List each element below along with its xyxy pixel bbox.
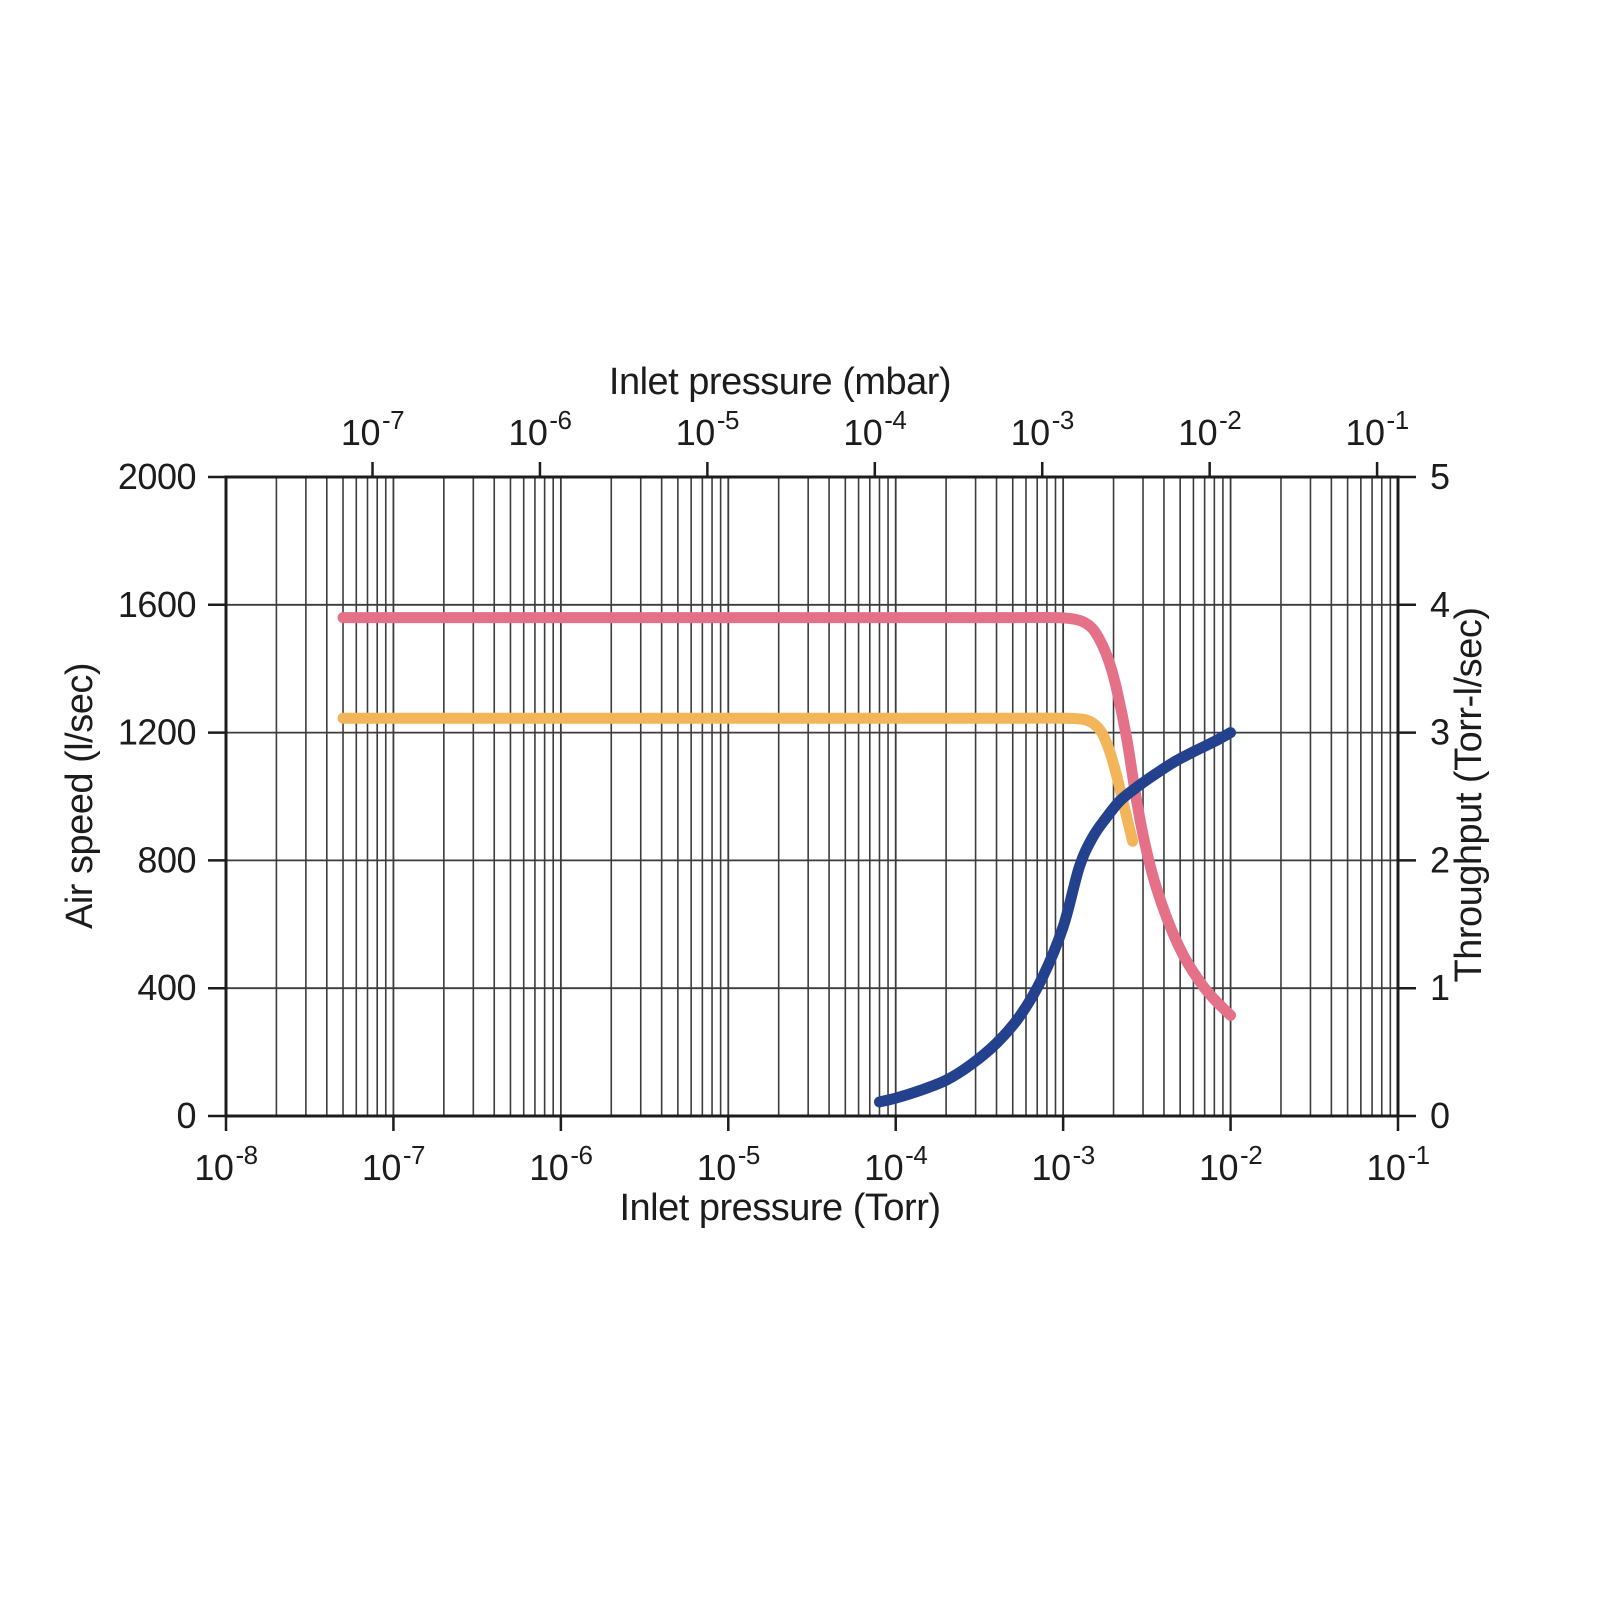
right-tick-label: 3 xyxy=(1430,712,1450,753)
bottom-tick-label: 10-4 xyxy=(864,1140,927,1188)
air-speed-upper-curve xyxy=(337,612,1237,1021)
bottom-axis-title: Inlet pressure (Torr) xyxy=(619,1187,940,1229)
top-tick-label: 10-2 xyxy=(1178,405,1241,453)
left-tick-label: 400 xyxy=(137,967,196,1008)
top-tick-label: 10-5 xyxy=(676,405,739,453)
bottom-tick-label: 10-5 xyxy=(697,1140,760,1188)
bottom-tick-label: 10-3 xyxy=(1032,1140,1095,1188)
throughput-curve xyxy=(873,727,1237,1108)
left-axis-title: Air speed (l/sec) xyxy=(59,663,101,929)
top-tick-label: 10-4 xyxy=(843,405,906,453)
bottom-tick-label: 10-2 xyxy=(1199,1140,1262,1188)
right-tick-label: 4 xyxy=(1430,584,1450,625)
top-tick-label: 10-3 xyxy=(1011,405,1074,453)
top-tick-label: 10-7 xyxy=(341,405,404,453)
right-axis-title: Throughput (Torr-l/sec) xyxy=(1448,608,1490,983)
left-tick-label: 1600 xyxy=(118,584,196,625)
left-tick-label: 0 xyxy=(176,1095,196,1136)
plot-border xyxy=(224,475,1400,1118)
bottom-tick-label: 10-8 xyxy=(194,1140,257,1188)
right-tick-label: 5 xyxy=(1430,456,1450,497)
right-tick-label: 2 xyxy=(1430,839,1450,880)
tick-layer: 10-8 10-7 10-6 10-5 10-4 10-3 10-2 10-1 10-7 10-6… xyxy=(118,405,1450,1188)
bottom-tick-label: 10-1 xyxy=(1366,1140,1429,1188)
plot-frame xyxy=(224,475,1400,1118)
air-speed-lower-curve xyxy=(337,712,1139,847)
top-tick-label: 10-1 xyxy=(1346,405,1409,453)
top-tick-label: 10-6 xyxy=(508,405,571,453)
bottom-tick-label: 10-6 xyxy=(529,1140,592,1188)
bottom-tick-label: 10-7 xyxy=(362,1140,425,1188)
grid-layer xyxy=(226,477,1398,1116)
right-tick-label: 1 xyxy=(1430,967,1450,1008)
left-tick-label: 800 xyxy=(137,839,196,880)
left-tick-label: 1200 xyxy=(118,712,196,753)
left-tick-label: 2000 xyxy=(118,456,196,497)
series-layer xyxy=(337,612,1237,1108)
top-axis-title: Inlet pressure (mbar) xyxy=(609,361,951,403)
right-tick-label: 0 xyxy=(1430,1095,1450,1136)
